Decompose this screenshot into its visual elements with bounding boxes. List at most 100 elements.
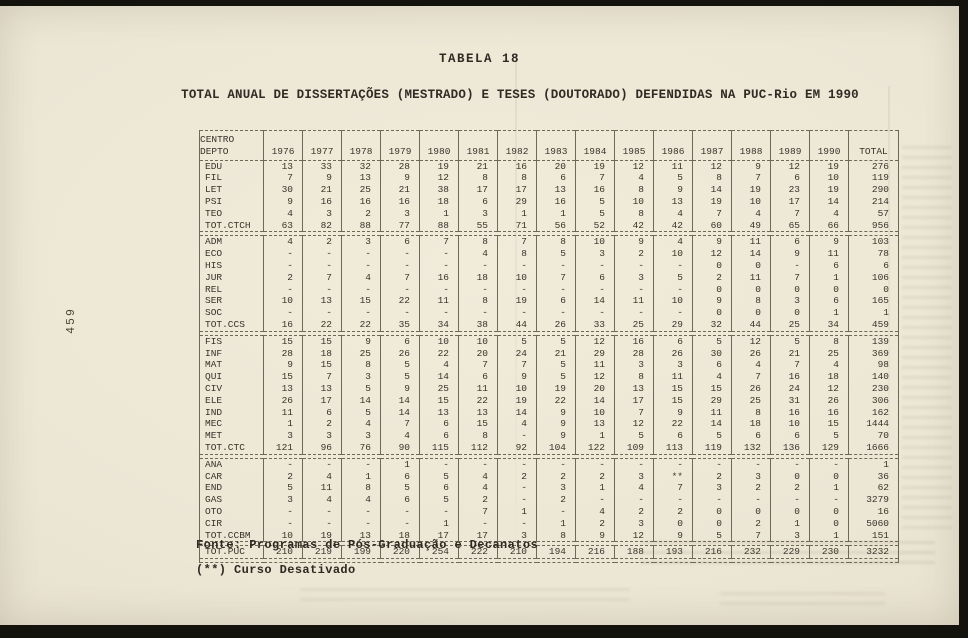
table-cell: - [653,458,693,471]
table-cell: 2 [575,517,615,530]
table-cell: 16 [380,195,420,208]
table-cell: 1 [341,470,381,483]
table-cell: 22 [302,318,342,332]
table-cell: 13 [302,295,342,308]
table-cell: 1 [536,207,576,220]
table-cell: 6 [419,430,459,442]
table-cell: 13 [302,382,342,395]
table-cell: 5 [692,430,732,442]
table-cell: - [497,517,537,530]
table-cell: - [341,517,381,530]
row-label: QUI [199,371,264,383]
row-label: TOT.CTCH [199,219,264,232]
table-cell: 16 [419,271,459,284]
table-cell: 16 [809,406,849,419]
table-cell: 10 [731,195,771,208]
table-cell: - [302,248,342,260]
table-cell: - [770,259,810,272]
table-cell: 6 [809,259,849,272]
table-cell: - [809,494,849,506]
table-cell: 8 [731,406,771,419]
table-cell: 0 [809,505,849,518]
table-cell: 16 [263,318,303,332]
header-year: 1985 [614,130,654,161]
table-cell: 14 [497,406,537,419]
table-cell: 16 [536,195,576,208]
table-cell: 6 [770,172,810,185]
table-cell: 15 [809,418,849,431]
table-cell: 7 [302,271,342,284]
table-cell: 1 [770,517,810,530]
table-cell: - [263,307,303,319]
table-row: TOT.CTC 121 96 76 90 115 112 92 104 122 109 113 119 1… [199,441,899,455]
table-cell: - [497,494,537,506]
table-row: ADM 4 2 3 6 7 8 7 8 10 9 4 9 11 6 9 103 [199,235,899,249]
row-label: REL [199,283,264,296]
table-cell: 6 [380,235,420,249]
table-cell: 5 [653,271,693,284]
table-cell: 21 [536,347,576,360]
table-cell: 5 [536,359,576,372]
row-total-cell: 139 [848,335,899,348]
table-cell: 2 [341,207,381,220]
row-label: FIL [199,172,264,185]
table-cell: 19 [809,160,849,173]
table-row: PSI 9 16 16 16 18 6 29 16 5 10 13 19 10 17 14 214 [199,195,899,208]
table-row: GAS 3 4 4 6 5 2-2- - - - - - -3279 [199,494,899,506]
table-cell: 26 [380,347,420,360]
table-cell: 1 [497,505,537,518]
table-cell: - [263,458,303,471]
table-row: HIS - - - - - - - - - - -0 0-6 6 [199,259,899,272]
table-cell: - [341,248,381,260]
table-cell: 6 [419,482,459,495]
table-cell: 7 [302,371,342,383]
table-cell: 44 [731,318,771,332]
table-cell: 33 [575,318,615,332]
table-cell: 2 [263,470,303,483]
table-cell: 13 [458,406,498,419]
row-total-cell: 3232 [848,545,899,559]
table-cell: 8 [341,359,381,372]
table-cell: 4 [809,359,849,372]
source-note: Fonte: Programas de Pós-Graduação e Deca… [196,538,539,552]
table-cell: 12 [809,382,849,395]
table-row: ELE 26 17 14 14 15 22 19 22 14 17 15 29 25 31 26 306 [199,394,899,407]
table-cell: 9 [653,529,693,542]
table-cell: - [263,505,303,518]
table-cell: - [575,283,615,296]
table-cell: 8 [809,335,849,348]
table-cell: 6 [536,172,576,185]
table-row: TEO 4 3 2 3 1 3 1 1 5 8 4 7 4 7 4 57 [199,207,899,220]
table-cell: 5 [497,335,537,348]
row-total-cell: 119 [848,172,899,185]
bleedthrough-smudge [902,146,952,531]
table-cell: - [419,458,459,471]
table-cell: 11 [809,248,849,260]
table-cell: 3 [263,430,303,442]
table-cell: 7 [419,235,459,249]
table-cell: 4 [653,207,693,220]
table-cell: 16 [614,335,654,348]
table-cell: 6 [809,295,849,308]
table-cell: 66 [809,219,849,232]
table-cell: 3 [614,271,654,284]
table-cell: 5 [419,470,459,483]
table-cell: 7 [731,172,771,185]
table-cell: 18 [731,418,771,431]
row-total-cell: 57 [848,207,899,220]
table-cell: 1 [263,418,303,431]
table-cell: 6 [692,359,732,372]
table-cell: 8 [614,207,654,220]
table-cell: 7 [770,271,810,284]
table-cell: 9 [380,172,420,185]
table-cell: - [419,505,459,518]
row-total-cell: 162 [848,406,899,419]
table-cell: 11 [731,271,771,284]
table-cell: 4 [380,430,420,442]
table-cell: - [536,259,576,272]
table-cell: - [302,517,342,530]
table-cell: - [380,505,420,518]
table-cell: 25 [809,347,849,360]
table-cell: 20 [575,382,615,395]
row-label: JUR [199,271,264,284]
